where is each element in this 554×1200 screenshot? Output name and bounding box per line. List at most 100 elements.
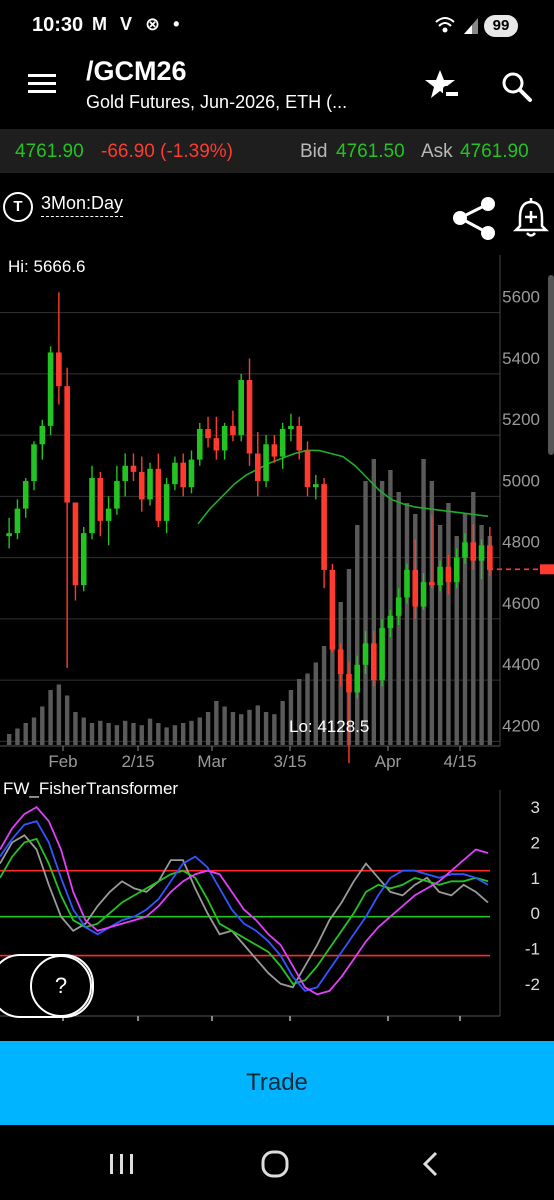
y-tick-label: 5600 — [502, 288, 540, 307]
candle-body — [205, 429, 211, 439]
candle-body — [64, 386, 70, 503]
volume-bar — [297, 679, 302, 745]
volume-bar — [305, 673, 310, 745]
add-alert-icon[interactable] — [512, 196, 550, 240]
candle-body — [221, 425, 228, 451]
last-price-marker — [540, 564, 554, 575]
y-tick-label: 1 — [531, 869, 540, 888]
candle-body — [56, 352, 62, 387]
moving-average-line — [197, 449, 489, 525]
volume-bar — [437, 525, 443, 745]
volume-bar — [180, 723, 186, 745]
candle-body — [254, 453, 261, 482]
candle-body — [395, 597, 402, 616]
ask-label: Ask — [421, 141, 453, 162]
candle-body — [346, 674, 352, 693]
volume-bar — [214, 701, 219, 745]
candle-body — [337, 649, 344, 674]
candle-body — [80, 533, 87, 586]
help-button[interactable]: ? — [30, 955, 92, 1017]
volume-bar — [471, 492, 476, 745]
candle-body — [196, 429, 203, 460]
candle-body — [147, 468, 153, 500]
recent-apps-icon[interactable] — [108, 1150, 136, 1178]
volume-bar — [272, 714, 277, 745]
page-subtitle: Gold Futures, Jun-2026, ETH (... — [86, 92, 348, 112]
candle-body — [47, 352, 54, 426]
candle-body — [313, 484, 319, 488]
indicator-series-line — [0, 805, 489, 996]
bid-price: 4761.50 — [336, 141, 405, 162]
battery-indicator: 99 — [484, 15, 518, 37]
candle-body — [114, 481, 120, 509]
candle-body — [31, 444, 37, 482]
x-tick-label: Feb — [48, 752, 77, 771]
x-tick-label: 4/15 — [443, 752, 476, 771]
indicator-chart[interactable]: 3 2 1 0 -1 -2 — [0, 780, 554, 1025]
back-icon[interactable] — [420, 1150, 444, 1178]
x-tick-label: Apr — [375, 752, 402, 771]
indicator-series-line — [0, 820, 489, 992]
candle-body — [404, 569, 410, 598]
candle-body — [163, 484, 170, 521]
volume-bar — [313, 662, 319, 745]
indicator-series-line — [0, 834, 489, 989]
candle-body — [329, 569, 336, 650]
volume-bar — [73, 712, 78, 745]
page-title: /GCM26 — [86, 56, 187, 86]
candle-body — [39, 425, 46, 445]
volume-bar — [89, 723, 95, 745]
y-tick-label: 0 — [531, 904, 540, 923]
candle-body — [238, 380, 245, 436]
volume-bar — [413, 514, 418, 745]
candle-body — [487, 545, 493, 570]
home-icon[interactable] — [260, 1148, 292, 1180]
volume-bar — [487, 536, 493, 745]
candle-body — [379, 628, 385, 681]
volume-bar — [131, 723, 136, 745]
watchlist-star-icon[interactable] — [424, 68, 464, 104]
price-chart[interactable]: 5600 5400 5200 5000 4800 4600 4400 4200 Feb 2/15 M… — [0, 255, 554, 775]
y-tick-label: 5400 — [502, 349, 540, 368]
candle-body — [246, 380, 253, 454]
candle-body — [279, 429, 286, 457]
x-tick-label: 2/15 — [121, 752, 154, 771]
candle-body — [155, 468, 162, 521]
candle-body — [97, 478, 104, 521]
search-icon[interactable] — [500, 70, 534, 104]
volume-bar — [404, 503, 410, 745]
volume-bar — [40, 706, 45, 745]
y-tick-label: -2 — [525, 975, 540, 994]
timeframe-selector[interactable]: 3Mon:Day — [41, 193, 124, 217]
volume-bar — [263, 712, 269, 745]
candle-body — [6, 533, 12, 537]
high-label: Hi: 5666.6 — [8, 257, 86, 276]
volume-bar — [31, 717, 37, 745]
volume-bar — [197, 717, 202, 745]
trade-button[interactable]: Trade — [0, 1041, 554, 1125]
volume-bar — [98, 720, 103, 745]
indicator-label: FW_FisherTransformer — [3, 779, 179, 798]
volume-bar — [164, 727, 169, 745]
indicator-series-line — [0, 837, 489, 985]
candle-body — [122, 465, 128, 482]
volume-bar — [64, 695, 70, 745]
y-tick-label: 2 — [531, 833, 540, 852]
volume-bar — [446, 503, 451, 745]
y-tick-label: 4600 — [502, 594, 540, 613]
candle-body — [304, 450, 311, 488]
volume-bar — [288, 690, 294, 745]
candle-body — [478, 545, 485, 561]
share-icon[interactable] — [450, 196, 498, 240]
candle-body — [445, 566, 452, 583]
chart-type-icon[interactable]: T — [3, 192, 33, 222]
candle-body — [89, 478, 95, 534]
bid-label: Bid — [300, 141, 328, 162]
volume-bar — [355, 525, 360, 745]
candle-body — [412, 569, 419, 607]
quote-bar — [0, 129, 554, 173]
volume-bar — [454, 536, 459, 745]
volume-bar — [255, 705, 260, 745]
system-nav-bar — [0, 1126, 554, 1200]
menu-icon[interactable] — [28, 72, 58, 96]
